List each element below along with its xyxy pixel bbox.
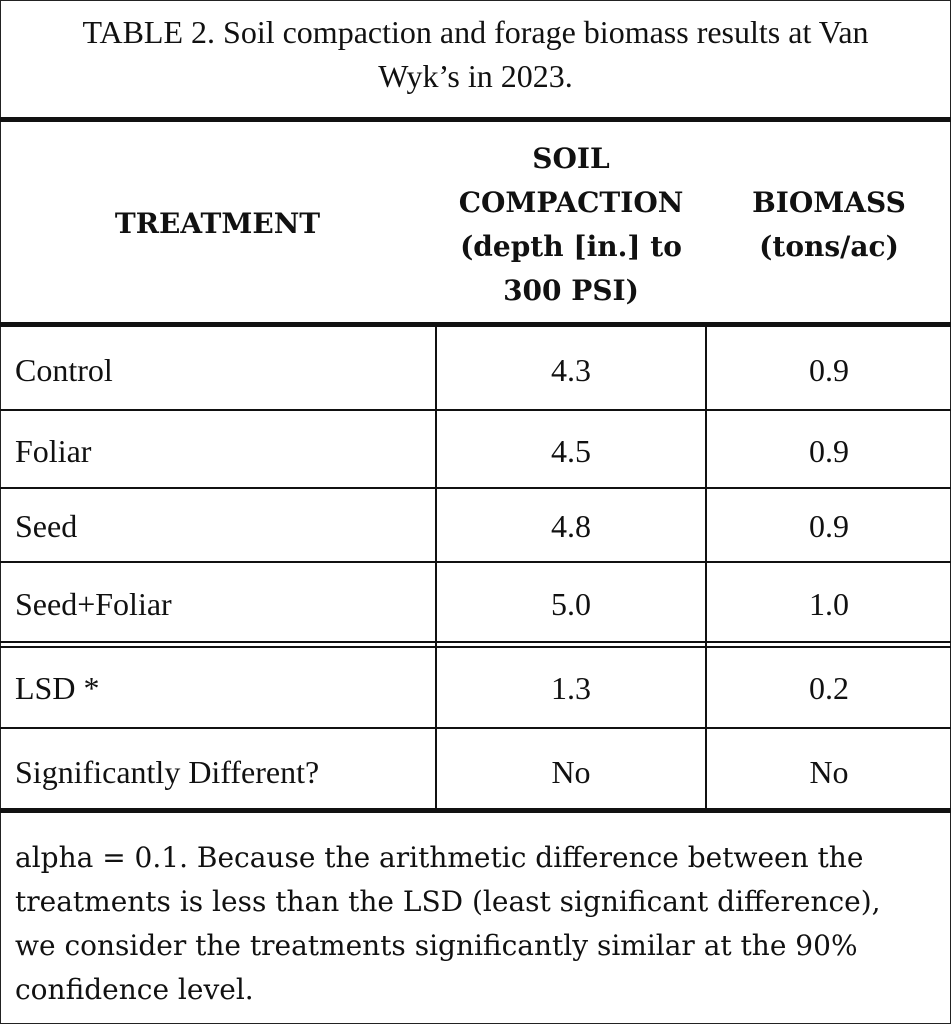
table-footnote: alpha = 0.1. Because the arithmetic diff… (15, 836, 940, 1012)
soil-value-foliar: 4.5 (551, 433, 591, 469)
header-treatment: TREATMENT (114, 207, 321, 240)
biomass-value-seed-foliar: 1.0 (809, 586, 849, 622)
row-label-seed: Seed (15, 508, 78, 544)
row-label-foliar: Foliar (15, 433, 92, 469)
biomass-value-foliar: 0.9 (809, 433, 849, 469)
biomass-value-lsd: 0.2 (809, 670, 849, 706)
rule-header-bottom (0, 322, 951, 327)
row-divider (0, 409, 951, 411)
soil-value-significance: No (551, 754, 591, 790)
soil-value-seed: 4.8 (551, 508, 591, 544)
row-label-control: Control (15, 352, 113, 388)
caption-line-2: Wyk’s in 2023. (378, 58, 573, 94)
header-soil-compaction: SOIL COMPACTION (depth [in.] to 300 PSI) (458, 142, 684, 307)
biomass-value-seed: 0.9 (809, 508, 849, 544)
soil-value-lsd: 1.3 (551, 670, 591, 706)
caption-line-1: TABLE 2. Soil compaction and forage biom… (82, 14, 869, 50)
row-label-seed-foliar: Seed+Foliar (15, 586, 172, 622)
rule-table-bottom (0, 808, 951, 813)
biomass-value-significance: No (809, 754, 849, 790)
footnote-line-4: confidence level. (15, 973, 254, 1006)
biomass-value-control: 0.9 (809, 352, 849, 388)
table-caption: TABLE 2. Soil compaction and forage biom… (0, 10, 951, 98)
row-divider (0, 727, 951, 729)
soil-value-control: 4.3 (551, 352, 591, 388)
header-biomass: BIOMASS (tons/ac) (752, 186, 906, 263)
column-divider-2 (705, 327, 707, 808)
row-label-lsd: LSD * (15, 670, 100, 706)
row-divider (0, 487, 951, 489)
footnote-line-2: treatments is less than the LSD (least s… (15, 885, 881, 918)
column-divider-1 (435, 327, 437, 808)
footnote-line-3: we consider the treatments significantly… (15, 929, 858, 962)
footnote-line-1: alpha = 0.1. Because the arithmetic diff… (15, 841, 864, 874)
row-label-significance: Significantly Different? (15, 754, 320, 790)
rule-top (0, 117, 951, 122)
double-rule-b (0, 646, 951, 648)
double-rule-a (0, 641, 951, 643)
row-divider (0, 561, 951, 563)
soil-value-seed-foliar: 5.0 (551, 586, 591, 622)
